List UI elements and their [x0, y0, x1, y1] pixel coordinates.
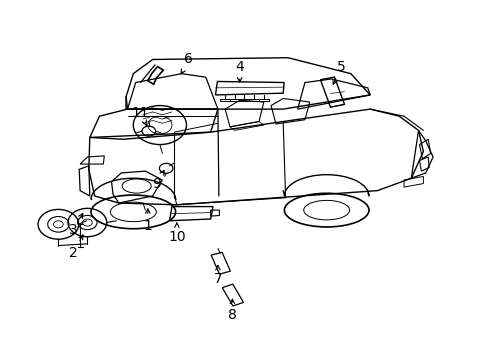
Text: 3: 3 — [68, 213, 82, 237]
Text: 10: 10 — [168, 223, 185, 244]
Text: 9: 9 — [152, 170, 164, 190]
Text: 6: 6 — [181, 53, 193, 74]
Text: 8: 8 — [227, 299, 236, 322]
Text: 5: 5 — [332, 59, 345, 84]
Text: 11: 11 — [131, 105, 149, 125]
Text: 2: 2 — [68, 235, 83, 260]
Text: 4: 4 — [235, 59, 244, 82]
Text: 1: 1 — [143, 209, 152, 233]
Text: 7: 7 — [213, 266, 222, 286]
